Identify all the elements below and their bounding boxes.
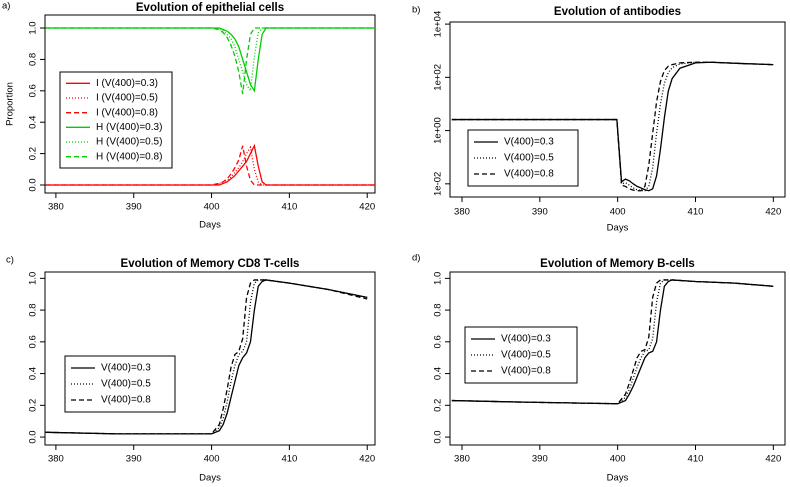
legend-label: V(400)=0.5 [101,379,151,390]
y-tick-label: 0.6 [28,84,39,97]
y-tick-label: 1.0 [28,21,39,34]
legend-label: V(400)=0.3 [501,334,551,345]
series-line [451,279,774,405]
x-tick-label: 400 [610,207,626,218]
y-tick-label: 0.6 [433,335,444,348]
x-axis-label: Days [199,473,221,484]
x-tick-label: 410 [281,202,297,213]
x-tick-label: 410 [688,454,704,465]
y-tick-label: 1e+00 [433,117,444,144]
y-tick-label: 0.8 [433,303,444,316]
panel-label: c) [6,255,14,266]
series-line [451,61,774,192]
x-tick-label: 390 [532,207,548,218]
chart-title: Evolution of antibodies [554,6,681,18]
x-tick-label: 380 [454,207,470,218]
plot-frame [44,14,376,194]
panel-label: d) [412,253,420,264]
y-tick-label: 1e-02 [433,172,444,196]
y-tick-label: 0.2 [28,399,39,412]
legend-label: V(400)=0.3 [504,137,554,148]
x-tick-label: 420 [765,207,781,218]
chart-title: Evolution of Memory B-cells [540,258,695,270]
legend-label: V(400)=0.8 [501,366,551,377]
legend-label: H (V(400)=0.3) [96,122,162,133]
series-line [45,145,375,186]
legend-box [59,71,173,169]
y-tick-label: 0.4 [28,367,39,380]
panel-label: a) [2,1,10,12]
chart-title: Evolution of epithelial cells [136,2,284,14]
y-tick-label: 0.8 [28,53,39,66]
y-tick-label: 0.2 [433,399,444,412]
x-axis-label: Days [607,223,629,234]
legend-label: V(400)=0.8 [504,169,554,180]
legend-label: V(400)=0.3 [101,363,151,374]
legend-label: V(400)=0.8 [101,395,151,406]
y-tick-label: 1e+02 [433,64,444,91]
chart-title: Evolution of Memory CD8 T-cells [121,258,300,270]
x-tick-label: 410 [281,454,297,465]
legend-label: H (V(400)=0.5) [96,137,162,148]
x-tick-label: 380 [48,454,64,465]
x-axis-label: Days [199,220,221,231]
series-line [45,27,375,93]
y-tick-label: 0.6 [28,335,39,348]
series-line [451,61,774,192]
y-tick-label: 0.0 [28,430,39,443]
x-tick-label: 420 [359,202,375,213]
y-tick-label: 1.0 [433,272,444,285]
x-tick-label: 410 [688,207,704,218]
legend-label: I (V(400)=0.8) [96,107,158,118]
x-tick-label: 390 [126,202,142,213]
series-line [451,61,774,192]
x-axis-label: Days [607,473,629,484]
legend-label: H (V(400)=0.8) [96,151,162,162]
series-line [45,145,375,186]
y-tick-label: 1.0 [28,272,39,285]
y-axis-label: Proportion [5,82,16,126]
x-tick-label: 420 [765,454,781,465]
series-line [45,27,375,95]
legend-label: I (V(400)=0.3) [96,78,158,89]
x-tick-label: 390 [126,454,142,465]
x-tick-label: 380 [454,454,470,465]
series-line [45,143,375,186]
series-line [45,279,368,435]
y-tick-label: 0.4 [28,116,39,129]
y-tick-label: 0.4 [433,367,444,380]
x-tick-label: 390 [532,454,548,465]
plot-frame [44,271,376,446]
x-tick-label: 420 [359,454,375,465]
y-tick-label: 1e+04 [433,11,444,38]
y-tick-label: 0.8 [28,303,39,316]
x-tick-label: 400 [610,454,626,465]
legend-label: V(400)=0.5 [501,350,551,361]
panel-label: b) [412,5,420,16]
y-tick-label: 0.0 [433,430,444,443]
x-tick-label: 380 [48,202,64,213]
legend-label: V(400)=0.5 [504,153,554,164]
x-tick-label: 400 [204,454,220,465]
y-tick-label: 0.0 [28,178,39,191]
legend-label: I (V(400)=0.5) [96,93,158,104]
x-tick-label: 400 [204,202,220,213]
y-tick-label: 0.2 [28,147,39,160]
